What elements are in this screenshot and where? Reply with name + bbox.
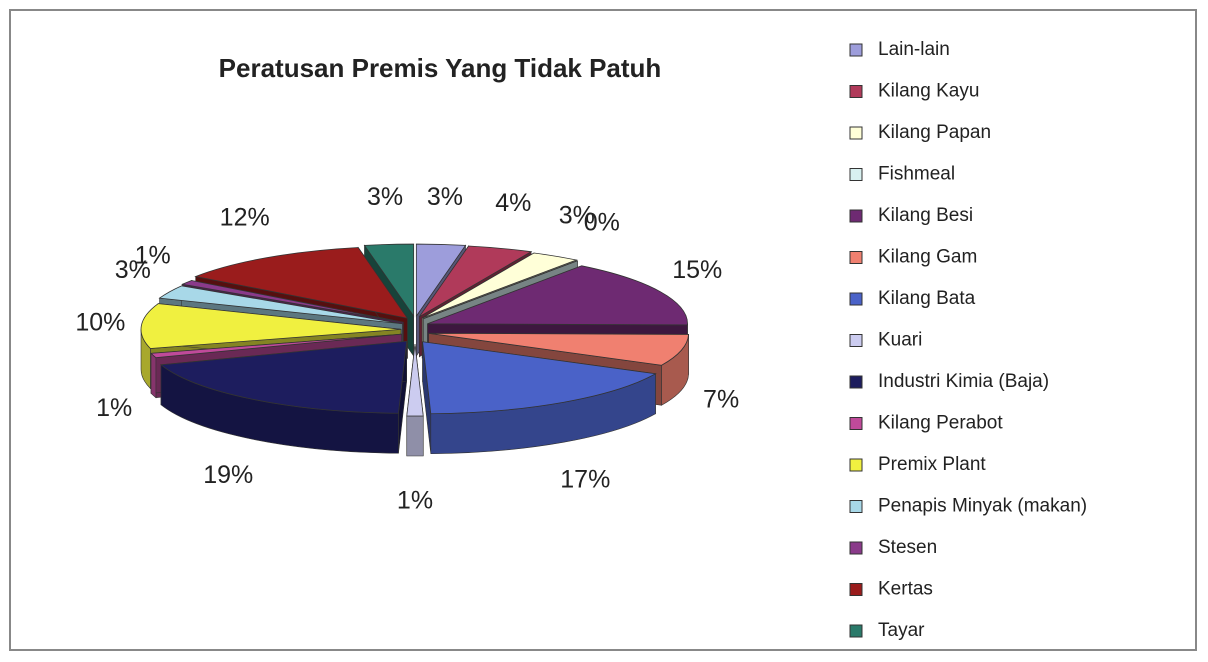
data-label: 3%: [427, 183, 463, 211]
legend-swatch: [849, 334, 863, 347]
data-label: 7%: [703, 386, 739, 414]
legend-label: Lain-lain: [878, 39, 950, 60]
slice: [181, 280, 404, 323]
legend-label: Stesen: [878, 537, 937, 558]
slice: [194, 247, 409, 319]
legend-label: Premix Plant: [878, 454, 986, 475]
data-label: 3%: [367, 183, 403, 211]
slice: [406, 343, 424, 417]
legend-swatch: [849, 43, 863, 57]
data-label: 4%: [495, 189, 531, 217]
slice-side: [150, 352, 157, 399]
slice: [159, 340, 408, 414]
legend-label: Penapis Minyak (makan): [878, 496, 1087, 517]
data-label: 3%: [559, 201, 595, 229]
slice: [363, 243, 415, 318]
data-label: 12%: [220, 204, 270, 232]
legend-swatch: [849, 168, 863, 181]
legend-label: Kilang Papan: [878, 122, 991, 143]
data-label: 3%: [115, 256, 151, 284]
data-label: 1%: [96, 394, 132, 422]
legend-swatch: [849, 500, 863, 513]
legend-swatch: [849, 209, 863, 223]
legend-label: Fishmeal: [878, 164, 955, 185]
legend-label: Kilang Gam: [878, 247, 977, 268]
legend-label: Kuari: [878, 330, 922, 351]
slice: [415, 243, 467, 318]
slice: [428, 332, 689, 366]
slice: [150, 333, 402, 359]
legend-swatch: [849, 85, 863, 98]
legend-label: Kilang Besi: [878, 205, 973, 226]
legend-swatch: [849, 458, 863, 472]
slice: [140, 303, 402, 349]
slice: [421, 252, 578, 319]
legend-label: Kertas: [878, 579, 933, 600]
chart-title: Peratusan Premis Yang Tidak Patuh: [219, 53, 662, 83]
slice: [427, 265, 688, 326]
data-label: 17%: [560, 466, 610, 494]
pie: 3% 4% 3%0%15%7%17%1%19%1%10%3%1%12%3%: [75, 183, 739, 514]
legend-label: Kilang Bata: [878, 288, 976, 309]
slice-side: [406, 415, 424, 457]
slice: [422, 341, 657, 415]
legend-swatch: [849, 375, 863, 389]
data-label: 19%: [203, 461, 253, 489]
legend-swatch: [849, 541, 863, 555]
data-label: 15%: [672, 256, 722, 284]
data-label: 1%: [397, 487, 433, 515]
legend-swatch: [849, 583, 863, 596]
legend-swatch: [849, 624, 863, 638]
legend-label: Kilang Perabot: [878, 413, 1003, 434]
legend-swatch: [849, 292, 863, 306]
data-label: 10%: [75, 308, 125, 336]
legend-label: Industri Kimia (Baja): [878, 371, 1049, 392]
data-label: 0%: [584, 208, 620, 236]
legend-swatch: [849, 126, 863, 140]
slice: [158, 285, 403, 325]
legend-label: Tayar: [878, 620, 925, 641]
legend: Lain-lain Kilang Kayu Kilang Papan Fishmeal…: [849, 39, 1087, 641]
data-label: 1%: [135, 241, 171, 269]
slice: [419, 245, 533, 318]
legend-label: Kilang Kayu: [878, 81, 979, 102]
legend-swatch: [849, 251, 863, 264]
legend-swatch: [849, 417, 863, 430]
